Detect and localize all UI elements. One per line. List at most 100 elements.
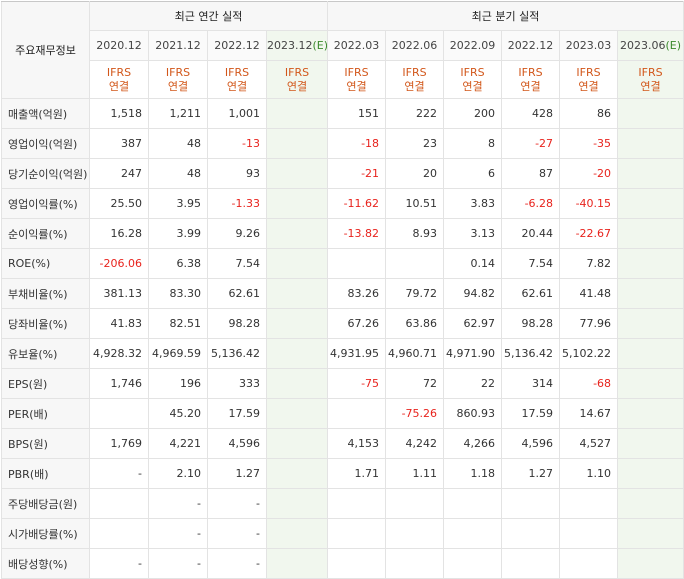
- value-cell: 83.26: [327, 278, 387, 309]
- period-header: 2022.03: [327, 30, 387, 61]
- basis-standard: IFRS: [224, 65, 250, 79]
- accounting-basis: IFRS 연결: [89, 60, 149, 99]
- value-cell: 2.10: [148, 458, 208, 489]
- period-header: 2023.06(E): [617, 30, 684, 61]
- value-cell: 4,928.32: [89, 338, 149, 369]
- table-row: PBR(배) -2.10 1.27 1.71 1.11 1.18 1.27 1.10: [1, 458, 684, 489]
- value-cell: [443, 488, 503, 519]
- value-cell: 20: [385, 158, 445, 189]
- value-cell: [617, 278, 684, 309]
- value-cell: -11.62: [327, 188, 387, 219]
- value-cell: 196: [148, 368, 208, 399]
- row-label: BPS(원): [1, 428, 90, 459]
- value-cell: -27: [501, 128, 561, 159]
- value-cell: 1.71: [327, 458, 387, 489]
- value-cell: 1,518: [89, 98, 149, 129]
- value-cell: [385, 518, 445, 549]
- accounting-basis: IFRS 연결: [265, 60, 329, 99]
- value-cell: 7.82: [559, 248, 619, 279]
- value-cell: -40.15: [559, 188, 619, 219]
- value-cell: 3.99: [148, 218, 208, 249]
- value-cell: [265, 158, 329, 189]
- value-cell: -21: [327, 158, 387, 189]
- value-cell: 4,221: [148, 428, 208, 459]
- table-row: 매출액(억원) 1,518 1,211 1,001 151 222 200 428 86: [1, 98, 684, 129]
- value-cell: [265, 398, 329, 429]
- value-cell: -75.26: [385, 398, 445, 429]
- value-cell: 72: [385, 368, 445, 399]
- row-label: 시가배당률(%): [1, 518, 90, 549]
- value-cell: 1.27: [207, 458, 267, 489]
- value-cell: [501, 518, 561, 549]
- quarter-header: 최근 분기 실적: [327, 1, 684, 31]
- period-label: 2023.03: [565, 39, 612, 52]
- value-cell: 428: [501, 98, 561, 129]
- table-row: 당기순이익(억원) 247 48 93 -21 20 6 87 -20: [1, 158, 684, 189]
- row-label: 당기순이익(억원): [1, 158, 90, 189]
- table-row: ROE(%) -206.06 6.38 7.54 0.14 7.54 7.82: [1, 248, 684, 279]
- value-cell: 14.67: [559, 398, 619, 429]
- value-cell: 1.11: [385, 458, 445, 489]
- period-label: 2023.12: [267, 39, 313, 52]
- value-cell: 4,971.90: [443, 338, 503, 369]
- basis-scope: 연결: [167, 79, 189, 93]
- value-cell: [327, 518, 387, 549]
- value-cell: 41.83: [89, 308, 149, 339]
- value-cell: 4,266: [443, 428, 503, 459]
- value-cell: 5,136.42: [501, 338, 561, 369]
- value-cell: [617, 188, 684, 219]
- value-cell: 25.50: [89, 188, 149, 219]
- value-cell: [89, 518, 149, 549]
- value-cell: 8.93: [385, 218, 445, 249]
- value-cell: -18: [327, 128, 387, 159]
- value-cell: 151: [327, 98, 387, 129]
- basis-standard: IFRS: [460, 65, 485, 79]
- value-cell: [265, 188, 329, 219]
- value-cell: [617, 488, 684, 519]
- value-cell: 7.54: [207, 248, 267, 279]
- table-row: 영업이익(억원) 387 48 -13 -18 23 8 -27 -35: [1, 128, 684, 159]
- value-cell: [89, 488, 149, 519]
- basis-standard: IFRS: [402, 65, 427, 79]
- value-cell: -: [148, 518, 208, 549]
- value-cell: 22: [443, 368, 503, 399]
- row-label: PBR(배): [1, 458, 90, 489]
- value-cell: [265, 278, 329, 309]
- value-cell: 62.61: [207, 278, 267, 309]
- value-cell: 63.86: [385, 308, 445, 339]
- value-cell: 860.93: [443, 398, 503, 429]
- period-header: 2022.09: [443, 30, 503, 61]
- value-cell: -35: [559, 128, 619, 159]
- value-cell: [89, 398, 149, 429]
- row-label: ROE(%): [1, 248, 90, 279]
- value-cell: 4,527: [559, 428, 619, 459]
- period-label: 2020.12: [96, 39, 142, 52]
- period-label: 2022.12: [507, 39, 554, 52]
- value-cell: [265, 218, 329, 249]
- value-cell: [443, 518, 503, 549]
- value-cell: 17.59: [207, 398, 267, 429]
- basis-standard: IFRS: [638, 65, 663, 79]
- row-label-header: 주요재무정보: [1, 1, 90, 99]
- period-label: 2022.03: [333, 39, 380, 52]
- table-row: EPS(원) 1,746 196 333 -75 72 22 314 -68: [1, 368, 684, 399]
- accounting-basis: IFRS 연결: [148, 60, 208, 99]
- accounting-basis: IFRS 연결: [501, 60, 561, 99]
- value-cell: 0.14: [443, 248, 503, 279]
- value-cell: 4,596: [501, 428, 561, 459]
- table-row: 유보율(%) 4,928.32 4,969.59 5,136.42 4,931.95 4,…: [1, 338, 684, 369]
- value-cell: 16.28: [89, 218, 149, 249]
- value-cell: 41.48: [559, 278, 619, 309]
- value-cell: [265, 248, 329, 279]
- value-cell: [265, 308, 329, 339]
- accounting-basis: IFRS 연결: [443, 60, 503, 99]
- value-cell: [265, 428, 329, 459]
- value-cell: [327, 248, 387, 279]
- value-cell: 1.27: [501, 458, 561, 489]
- value-cell: 67.26: [327, 308, 387, 339]
- value-cell: [265, 518, 329, 549]
- period-header: 2022.06: [385, 30, 445, 61]
- value-cell: -: [89, 458, 149, 489]
- period-label: 2022.09: [449, 39, 496, 52]
